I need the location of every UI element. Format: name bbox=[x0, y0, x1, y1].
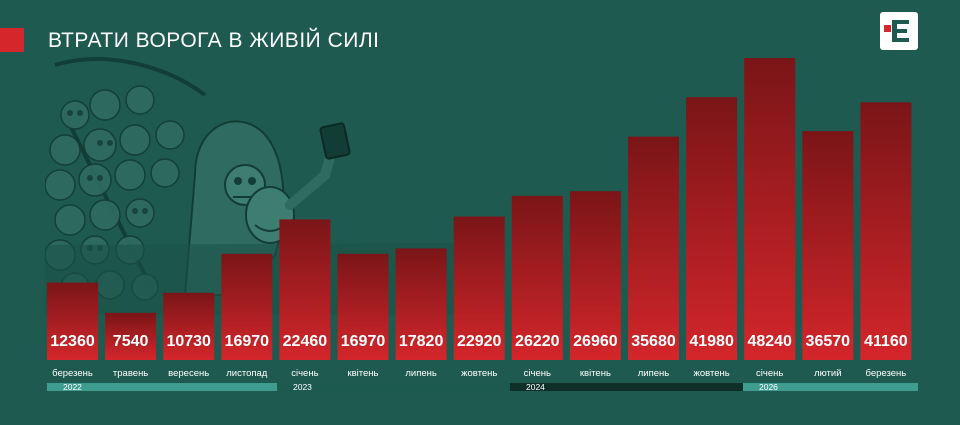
x-tick-label: січень bbox=[756, 368, 783, 379]
bar bbox=[395, 248, 447, 360]
bar-value-label: 7540 bbox=[113, 333, 149, 350]
bar bbox=[628, 136, 679, 360]
bar bbox=[686, 97, 738, 360]
bar bbox=[511, 195, 563, 360]
x-tick-label: листопад bbox=[226, 368, 268, 379]
bar-value-label: 41980 bbox=[689, 333, 734, 350]
bar bbox=[569, 191, 621, 360]
x-tick-label: січень bbox=[524, 368, 551, 379]
x-tick-label: квітень bbox=[347, 368, 378, 379]
x-tick-label: травень bbox=[113, 368, 148, 379]
x-tick-label: вересень bbox=[168, 368, 209, 379]
bar bbox=[337, 253, 389, 360]
x-tick-label: липень bbox=[405, 368, 437, 379]
bar-value-label: 41160 bbox=[864, 333, 908, 350]
x-tick-label: березень bbox=[866, 368, 907, 379]
bar bbox=[163, 292, 215, 360]
year-label: 2024 bbox=[526, 382, 545, 392]
x-tick-label: лютий bbox=[814, 368, 841, 379]
bar bbox=[47, 282, 98, 360]
bar-value-label: 12360 bbox=[50, 333, 95, 350]
bar bbox=[860, 102, 912, 361]
bar-value-label: 16970 bbox=[225, 333, 270, 350]
x-tick-label: квітень bbox=[580, 368, 611, 379]
accent-square bbox=[0, 28, 24, 52]
bar bbox=[105, 312, 157, 360]
bar bbox=[744, 58, 796, 360]
year-band bbox=[743, 383, 918, 391]
bar bbox=[453, 216, 505, 360]
year-label: 2026 bbox=[759, 382, 778, 392]
bar-value-label: 48240 bbox=[747, 333, 792, 350]
bar-value-label: 26220 bbox=[515, 333, 560, 350]
logo-icon bbox=[880, 12, 918, 50]
year-label: 2023 bbox=[293, 382, 312, 392]
chart-title: ВТРАТИ ВОРОГА В ЖИВІЙ СИЛІ bbox=[48, 29, 380, 52]
year-band bbox=[510, 383, 743, 391]
bar bbox=[802, 131, 854, 360]
bar-value-label: 26960 bbox=[573, 333, 618, 350]
year-band bbox=[47, 383, 277, 391]
x-tick-label: жовтень bbox=[461, 368, 497, 379]
bar-value-label: 22920 bbox=[457, 333, 502, 350]
bar-value-label: 35680 bbox=[631, 333, 676, 350]
bar-value-label: 22460 bbox=[283, 333, 328, 350]
bar-value-label: 36570 bbox=[806, 333, 851, 350]
bar-value-label: 16970 bbox=[341, 333, 386, 350]
year-band bbox=[277, 383, 510, 391]
bar bbox=[221, 253, 273, 360]
x-tick-label: липень bbox=[638, 368, 670, 379]
bar bbox=[279, 219, 331, 360]
bar-value-label: 10730 bbox=[166, 333, 211, 350]
x-tick-label: жовтень bbox=[693, 368, 729, 379]
bar-value-label: 17820 bbox=[399, 333, 444, 350]
x-tick-label: березень bbox=[52, 368, 93, 379]
x-tick-label: січень bbox=[291, 368, 318, 379]
year-label: 2022 bbox=[63, 382, 82, 392]
